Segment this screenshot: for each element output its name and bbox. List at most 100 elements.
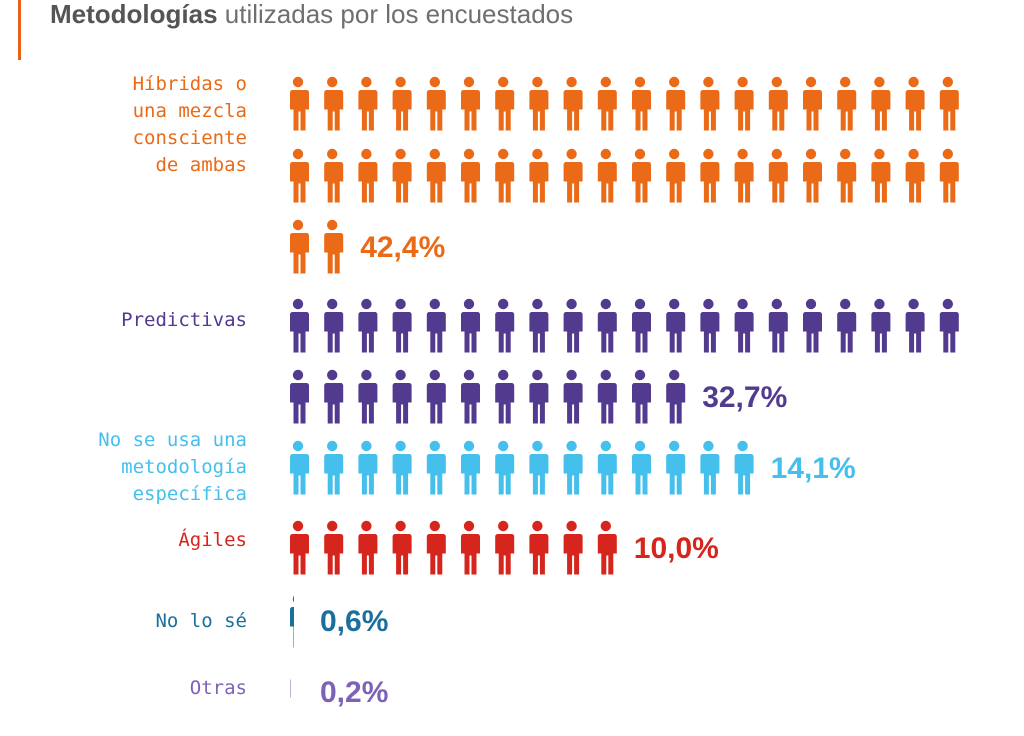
icon-0-22 (357, 148, 378, 203)
icon-3-1 (323, 520, 344, 575)
icon-0-38 (905, 148, 925, 203)
category-label-0-line-2: consciente (133, 127, 247, 149)
icon-1-16 (836, 298, 857, 353)
icon-1-6 (494, 298, 515, 353)
icon-1-19 (939, 298, 959, 353)
icon-1-22 (357, 369, 378, 424)
icon-1-12 (699, 298, 720, 353)
icon-1-31 (665, 369, 686, 424)
icon-2-11 (665, 440, 686, 495)
icon-1-15 (802, 298, 822, 353)
icon-2-2 (357, 440, 378, 495)
icon-1-1 (323, 298, 344, 353)
icon-0-31 (665, 148, 686, 203)
category-label-2-line-2: específica (133, 483, 247, 505)
icon-1-4 (426, 298, 446, 353)
title-accent-bar (18, 0, 21, 60)
icon-0-26 (494, 148, 515, 203)
icon-1-24 (426, 369, 446, 424)
icon-1-8 (563, 298, 583, 353)
icon-1-29 (597, 369, 617, 424)
icon-2-7 (528, 440, 549, 495)
icon-0-32 (699, 148, 720, 203)
icon-0-33 (734, 148, 754, 203)
icon-0-1 (323, 76, 344, 131)
icon-1-17 (870, 298, 891, 353)
icon-1-23 (392, 369, 412, 424)
icon-0-16 (836, 76, 857, 131)
value-label-0: 42,4% (360, 231, 445, 264)
icon-4-partial (289, 595, 295, 648)
category-label-0-line-0: Híbridas o (133, 73, 247, 95)
icon-0-17 (870, 76, 891, 131)
icon-1-9 (597, 298, 617, 353)
icon-1-11 (665, 298, 686, 353)
icon-1-28 (563, 369, 583, 424)
icon-0-35 (802, 148, 822, 203)
icon-1-13 (734, 298, 754, 353)
icon-0-18 (905, 76, 925, 131)
icon-0-11 (665, 76, 686, 131)
icon-0-39 (939, 148, 959, 203)
category-label-1-line-0: Predictivas (121, 309, 247, 331)
icon-1-10 (631, 298, 651, 353)
chart-title: Metodologías utilizadas por los encuesta… (50, 0, 573, 30)
icon-0-14 (768, 76, 788, 131)
icon-3-9 (597, 520, 617, 575)
icon-0-4 (426, 76, 446, 131)
icon-0-13 (734, 76, 754, 131)
icon-0-40 (289, 219, 309, 274)
chart-title-rest: utilizadas por los encuestados (217, 0, 574, 29)
chart-title-bold: Metodologías (50, 0, 218, 29)
icon-1-21 (323, 369, 344, 424)
category-label-4-line-0: No lo sé (155, 610, 247, 632)
icon-1-30 (631, 369, 651, 424)
icon-0-36 (836, 148, 857, 203)
icon-0-41 (323, 219, 344, 274)
icon-2-8 (563, 440, 583, 495)
category-label-0-line-1: una mezcla (133, 100, 247, 122)
icon-0-9 (597, 76, 617, 131)
icon-3-2 (357, 520, 378, 575)
category-label-2-line-0: No se usa una (98, 429, 247, 451)
icon-1-26 (494, 369, 515, 424)
value-label-2: 14,1% (771, 452, 856, 485)
icon-0-3 (392, 76, 412, 131)
icon-0-24 (426, 148, 446, 203)
icon-0-19 (939, 76, 959, 131)
icon-2-10 (631, 440, 651, 495)
icon-2-3 (392, 440, 412, 495)
icon-1-20 (289, 369, 309, 424)
icon-1-18 (905, 298, 925, 353)
icon-0-29 (597, 148, 617, 203)
icon-3-3 (392, 520, 412, 575)
icon-1-25 (460, 369, 480, 424)
category-label-5-line-0: Otras (190, 677, 247, 699)
category-label-0-line-3: de ambas (155, 154, 247, 176)
icon-2-9 (597, 440, 617, 495)
icon-0-34 (768, 148, 788, 203)
value-label-3: 10,0% (634, 532, 719, 565)
icon-3-5 (460, 520, 480, 575)
icon-2-0 (289, 440, 309, 495)
icon-1-27 (528, 369, 549, 424)
value-label-4: 0,6% (320, 605, 388, 638)
icon-3-7 (528, 520, 549, 575)
icon-1-0 (289, 298, 309, 353)
category-label-3-line-0: Ágiles (178, 528, 247, 551)
icon-0-2 (357, 76, 378, 131)
icon-2-5 (460, 440, 480, 495)
icon-0-23 (392, 148, 412, 203)
icon-0-7 (528, 76, 549, 131)
icon-0-25 (460, 148, 480, 203)
icon-1-2 (357, 298, 378, 353)
icon-0-21 (323, 148, 344, 203)
icon-2-4 (426, 440, 446, 495)
icon-1-14 (768, 298, 788, 353)
icon-0-28 (563, 148, 583, 203)
icon-0-15 (802, 76, 822, 131)
icon-0-8 (563, 76, 583, 131)
icon-3-4 (426, 520, 446, 575)
icon-2-12 (699, 440, 720, 495)
